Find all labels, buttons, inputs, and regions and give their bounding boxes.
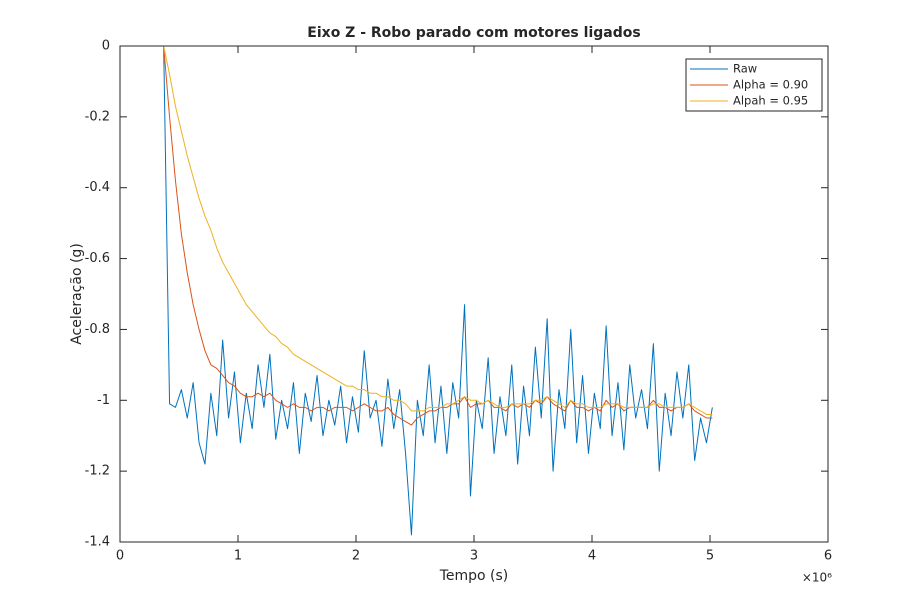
x-tick-label: 4 [588, 549, 596, 564]
y-tick-label: -1.2 [85, 464, 110, 479]
y-tick-label: -0.8 [85, 322, 110, 337]
y-tick-label: -1 [97, 393, 110, 408]
y-tick-label: -0.2 [85, 109, 110, 124]
x-tick-label: 1 [234, 549, 242, 564]
legend-label: Raw [733, 62, 757, 76]
y-tick-label: -0.4 [85, 180, 110, 195]
legend-label: Alpha = 0.90 [733, 78, 808, 92]
series-line [163, 45, 713, 426]
y-axis-label: Aceleração (g) [69, 243, 85, 345]
series-line [163, 45, 713, 415]
legend-label: Alpah = 0.95 [733, 94, 808, 108]
x-tick-label: 5 [706, 549, 714, 564]
plot-frame [119, 45, 829, 543]
x-axis-label: Tempo (s) [439, 568, 509, 584]
x-tick-label: 6 [824, 549, 832, 564]
chart-title: Eixo Z - Robo parado com motores ligados [307, 25, 640, 41]
x-tick-label: 2 [352, 549, 360, 564]
x-tick-label: 3 [470, 549, 478, 564]
series-line [163, 45, 713, 536]
y-tick-label: 0 [102, 39, 110, 54]
y-tick-label: -1.4 [85, 535, 110, 550]
x-tick-label: 0 [116, 549, 124, 564]
x-multiplier: ×10⁶ [802, 571, 832, 585]
y-tick-label: -0.6 [85, 251, 110, 266]
